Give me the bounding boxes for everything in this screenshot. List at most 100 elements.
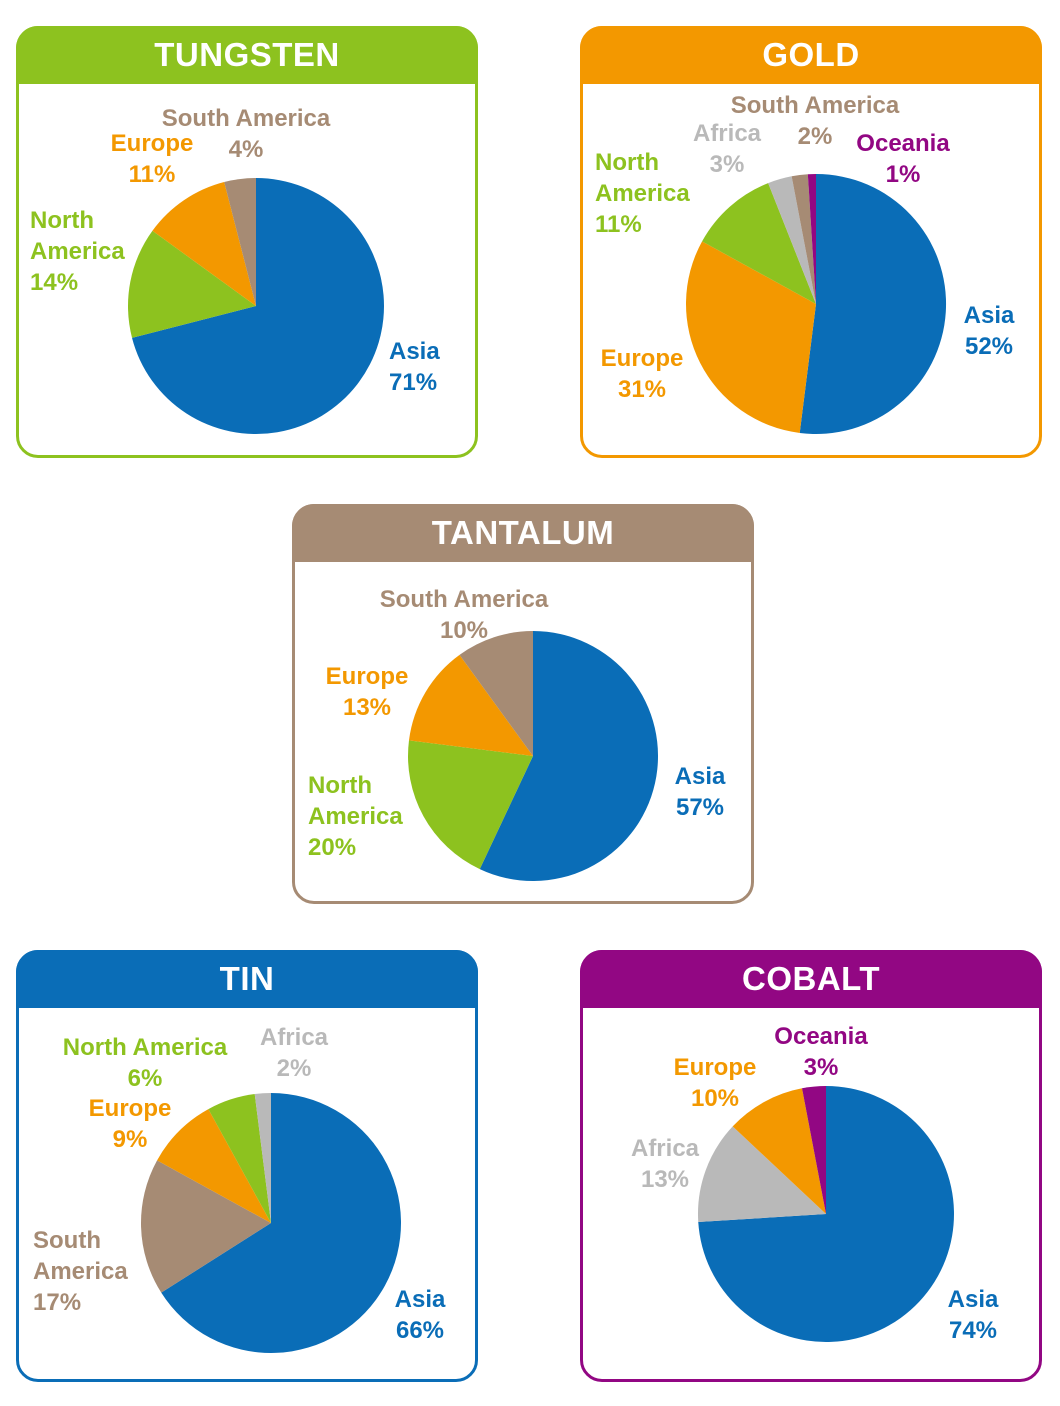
region-name: Oceania <box>774 1023 868 1050</box>
cobalt-title: COBALT <box>580 950 1042 1008</box>
cobalt-slice-africa <box>697 1126 826 1223</box>
region-percent: 66% <box>395 1317 445 1344</box>
region-name: Asia <box>947 1286 999 1313</box>
region-name: South America <box>730 92 900 119</box>
region-percent: 74% <box>948 1317 998 1344</box>
gold-slice-africa <box>768 176 816 304</box>
tin-slice-asia <box>161 1092 402 1353</box>
gold-label-africa: Africa 3% <box>693 118 761 180</box>
region-name: South America <box>161 105 331 132</box>
region-name: Asia <box>389 338 440 365</box>
region-percent: 13% <box>640 1166 690 1193</box>
gold-label-north-america: North America 11% <box>595 147 690 240</box>
tungsten-title: TUNGSTEN <box>16 26 478 84</box>
tin-label-africa: Africa 2% <box>260 1022 328 1084</box>
tantalum-slice-europe <box>408 654 533 756</box>
region-name: Asia <box>394 1286 446 1313</box>
region-percent: 2% <box>797 123 833 150</box>
cobalt-label-europe: Europe 10% <box>674 1052 757 1114</box>
tin-label-asia: Asia 66% <box>395 1284 446 1346</box>
tin-slice-south-america <box>140 1160 271 1293</box>
region-name-part: America <box>30 238 125 265</box>
region-name-part: America <box>308 803 403 830</box>
tungsten-label-asia: Asia 71% <box>389 336 440 398</box>
region-name-part: North <box>30 207 94 234</box>
tungsten-label-europe: Europe 11% <box>111 128 194 190</box>
cobalt-label-oceania: Oceania 3% <box>774 1021 867 1083</box>
region-name: Asia <box>674 763 726 790</box>
region-name: Africa <box>630 1135 700 1162</box>
tin-label-south-america: South America 17% <box>33 1225 128 1318</box>
region-percent: 10% <box>690 1085 740 1112</box>
region-percent: 52% <box>964 333 1014 360</box>
tantalum-label-north-america: North America 20% <box>308 770 403 863</box>
tantalum-label-europe: Europe 13% <box>326 661 409 723</box>
tantalum-slice-south-america <box>459 631 533 756</box>
region-percent: 3% <box>709 151 745 178</box>
region-percent: 3% <box>803 1054 839 1081</box>
region-name-part: North <box>595 149 659 176</box>
region-name: Africa <box>692 120 762 147</box>
region-percent: 9% <box>112 1126 148 1153</box>
region-name-part: North <box>308 772 372 799</box>
region-percent: 6% <box>127 1065 163 1092</box>
tin-title: TIN <box>16 950 478 1008</box>
tin-label-europe: Europe 9% <box>89 1093 172 1155</box>
gold-slice-europe <box>686 241 816 433</box>
cobalt-slice-europe <box>732 1088 826 1214</box>
tin-label-north-america: North America 6% <box>63 1032 227 1094</box>
region-percent: 11% <box>595 211 642 238</box>
tantalum-label-asia: Asia 57% <box>675 761 726 823</box>
gold-label-south-america: South America 2% <box>731 90 899 152</box>
region-percent: 2% <box>276 1055 312 1082</box>
cobalt-label-africa: Africa 13% <box>631 1133 699 1195</box>
region-name: Europe <box>600 345 684 372</box>
region-name: Europe <box>673 1054 757 1081</box>
gold-slice-north-america <box>702 183 816 304</box>
cobalt-slice-asia <box>698 1086 954 1342</box>
region-name: North America <box>62 1034 228 1061</box>
region-percent: 11% <box>128 161 176 188</box>
region-percent: 71% <box>389 369 438 396</box>
gold-label-asia: Asia 52% <box>964 300 1015 362</box>
gold-slice-asia <box>799 174 947 434</box>
tungsten-label-south-america: South America 4% <box>162 103 330 165</box>
region-name: South America <box>379 586 549 613</box>
tin-slice-north-america <box>208 1094 271 1223</box>
tungsten-slice-south-america <box>224 178 256 306</box>
region-name: Africa <box>259 1024 329 1051</box>
gold-label-europe: Europe 31% <box>601 343 684 405</box>
gold-title: GOLD <box>580 26 1042 84</box>
tungsten-slice-europe <box>152 182 256 306</box>
tungsten-label-north-america: North America 14% <box>30 205 125 298</box>
region-percent: 4% <box>228 136 264 163</box>
region-name: Europe <box>325 663 409 690</box>
region-name-part: America <box>33 1258 128 1285</box>
tin-slice-europe <box>157 1109 271 1223</box>
gold-label-oceania: Oceania 1% <box>856 128 949 190</box>
region-name: Asia <box>963 302 1015 329</box>
region-percent: 10% <box>439 617 489 644</box>
region-percent: 14% <box>30 269 79 296</box>
tungsten-slice-north-america <box>127 230 256 338</box>
region-percent: 31% <box>617 376 667 403</box>
region-percent: 57% <box>675 794 725 821</box>
tungsten-slice-asia <box>132 178 384 434</box>
tantalum-title: TANTALUM <box>292 504 754 562</box>
region-percent: 13% <box>342 694 392 721</box>
region-name: Europe <box>110 130 194 157</box>
tantalum-slice-north-america <box>408 740 533 870</box>
cobalt-label-asia: Asia 74% <box>948 1284 999 1346</box>
region-name-part: America <box>595 180 690 207</box>
tantalum-label-south-america: South America 10% <box>380 584 548 646</box>
region-name: Oceania <box>856 130 950 157</box>
region-name-part: South <box>33 1227 101 1254</box>
region-percent: 1% <box>885 161 921 188</box>
cobalt-slice-oceania <box>802 1086 826 1214</box>
region-percent: 20% <box>308 834 357 861</box>
